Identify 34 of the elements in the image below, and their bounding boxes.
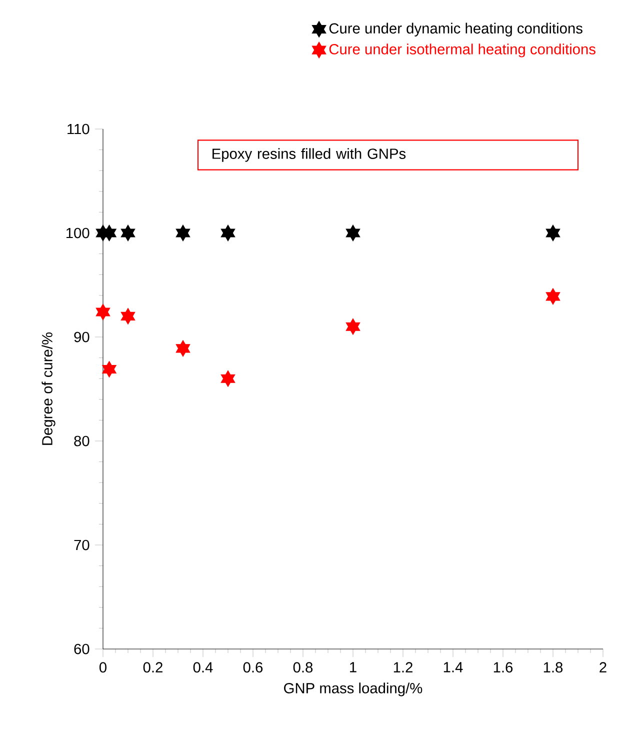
x-tick-label: 0.4	[193, 662, 213, 673]
annotation: Epoxy resins filled with GNPs	[212, 148, 406, 162]
y-tick-label: 110	[68, 124, 90, 134]
point	[176, 340, 190, 357]
x-tick-label: 0.2	[143, 662, 162, 673]
point	[120, 308, 136, 324]
point	[346, 224, 360, 242]
point	[546, 288, 560, 305]
point	[220, 370, 236, 387]
y-tick-label: 80	[74, 436, 90, 446]
point	[102, 360, 116, 378]
x-tick-label: 1.6	[494, 662, 513, 673]
point	[176, 224, 190, 242]
x-tick-label: 0.6	[243, 662, 263, 673]
x-axis-title: GNP mass loading/%	[284, 682, 422, 696]
y-tick-label: 60	[74, 644, 90, 654]
x-tick-label: 1.4	[444, 662, 463, 672]
point	[546, 224, 560, 242]
y-tick-label: 100	[66, 228, 90, 238]
y-tick-label: 90	[74, 332, 90, 342]
x-tick-label: 1.8	[544, 662, 563, 673]
point	[346, 318, 360, 335]
x-tick-label: 1	[350, 662, 356, 672]
x-tick-label: 1.2	[394, 662, 412, 672]
legend-label: Cure under dynamic heating conditions	[329, 22, 582, 36]
point	[120, 224, 136, 242]
y-axis-title: Degree of cure/%	[42, 332, 56, 445]
point	[96, 304, 110, 320]
x-tick-label: 2	[600, 662, 606, 672]
y-tick-label: 70	[74, 540, 90, 550]
legend-label: Cure under isothermal heating conditions	[329, 44, 596, 58]
point	[220, 224, 236, 242]
x-tick-label: 0	[99, 662, 106, 673]
x-tick-label: 0.8	[293, 662, 313, 673]
